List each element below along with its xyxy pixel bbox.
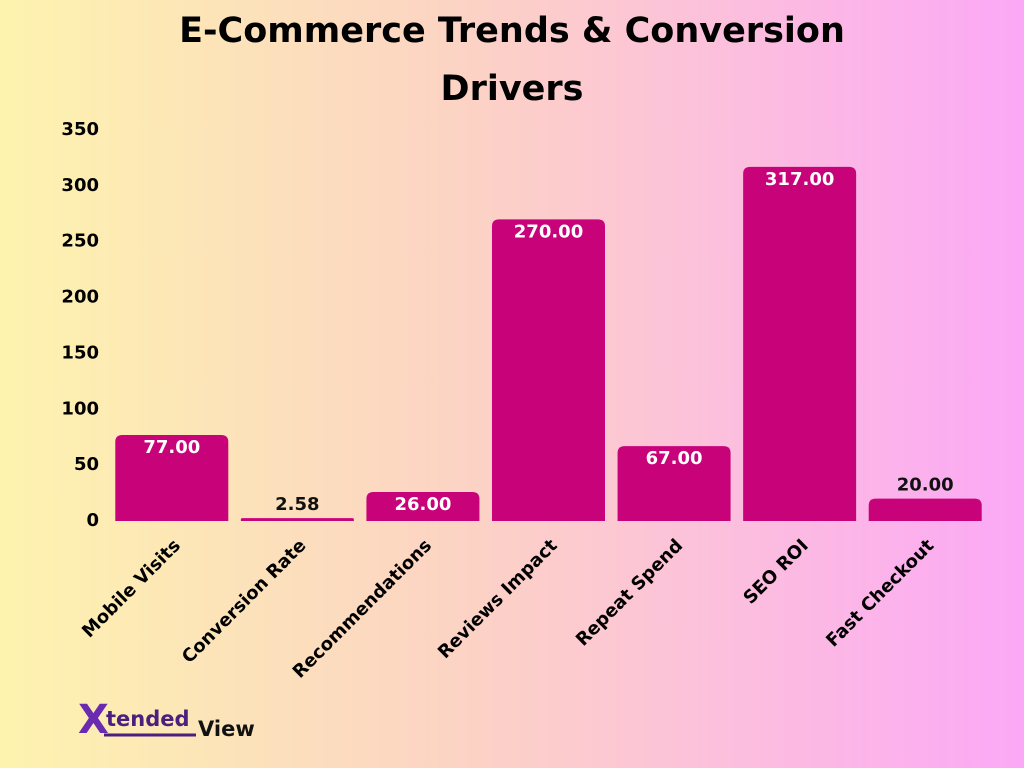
- y-tick-label: 250: [61, 231, 99, 252]
- value-label: 270.00: [514, 221, 583, 242]
- logo-suffix: View: [198, 717, 255, 741]
- value-label: 67.00: [646, 448, 703, 469]
- value-label: 26.00: [394, 494, 451, 515]
- x-tick-label: SEO ROI: [739, 535, 812, 608]
- y-tick-label: 50: [74, 454, 99, 475]
- bar: [868, 498, 982, 521]
- x-tick-label: Fast Checkout: [822, 535, 938, 651]
- y-tick-label: 200: [61, 287, 99, 308]
- y-tick-label: 0: [86, 510, 99, 531]
- y-tick-label: 350: [61, 119, 99, 140]
- y-tick-label: 150: [61, 342, 99, 363]
- x-tick-label: Repeat Spend: [572, 535, 687, 650]
- x-tick-label: Reviews Impact: [434, 535, 562, 663]
- bar: [240, 518, 354, 521]
- value-label: 2.58: [275, 494, 319, 515]
- x-tick-label: Recommendations: [289, 535, 436, 682]
- bar: [491, 219, 606, 521]
- value-label: 317.00: [765, 169, 834, 190]
- y-tick-label: 300: [61, 175, 99, 196]
- logo: X tended View: [78, 697, 255, 743]
- x-tick-label: Conversion Rate: [178, 535, 310, 667]
- logo-text: tended: [106, 707, 190, 731]
- bar: [115, 434, 229, 521]
- value-label: 77.00: [143, 437, 200, 458]
- bar: [617, 446, 731, 521]
- x-tick-label: Mobile Visits: [78, 535, 185, 642]
- value-label: 20.00: [897, 475, 954, 496]
- y-tick-label: 100: [61, 398, 99, 419]
- chart-title: E-Commerce Trends & Conversion Drivers: [179, 11, 845, 109]
- logo-mark: X: [78, 697, 109, 743]
- bar: [366, 491, 480, 521]
- bar: [743, 166, 857, 521]
